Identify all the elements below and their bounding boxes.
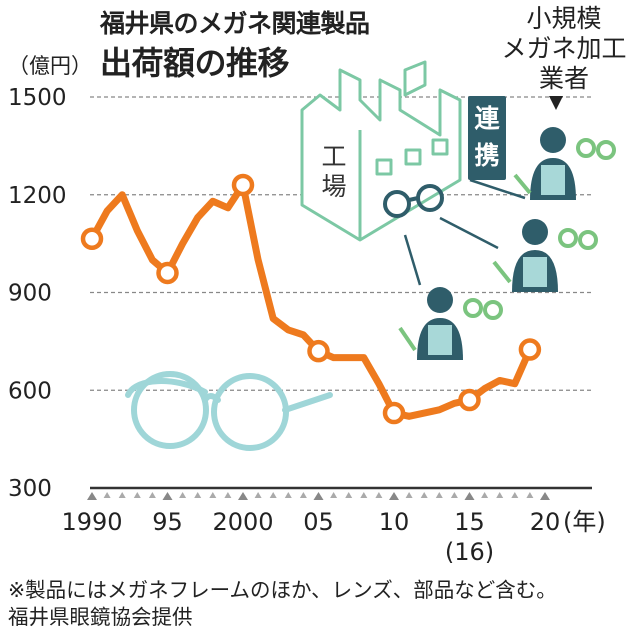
factory-label-char: 工 xyxy=(321,142,347,171)
x-tick-mark xyxy=(133,492,141,498)
factory-window xyxy=(375,158,393,176)
link-badge: 連 携 xyxy=(468,96,506,180)
arrow-factory-worker3 xyxy=(403,234,422,286)
x-tick-mark xyxy=(345,492,353,498)
footnote-source: 福井県眼鏡協会提供 xyxy=(8,605,193,629)
arrow-factory-worker1 xyxy=(469,178,526,200)
footnote: ※製品にはメガネフレームのほか、レンズ、部品など含む。 福井県眼鏡協会提供 xyxy=(8,577,557,631)
factory-label: 工 場 xyxy=(318,142,350,202)
x-tick-mark xyxy=(87,492,97,500)
x-tick-label: 05 xyxy=(303,508,334,536)
x-tick-label: 20 xyxy=(530,508,561,536)
small-makers-label: 小規模 メガネ加工 業者 xyxy=(498,4,630,94)
factory-window xyxy=(431,138,449,156)
footnote-note: ※製品にはメガネフレームのほか、レンズ、部品など含む。 xyxy=(8,578,557,602)
small-makers-line: メガネ加工 xyxy=(501,34,627,63)
x-tick-mark xyxy=(464,492,475,500)
x-tick-label: 15 xyxy=(454,508,485,536)
y-axis-unit: （億円） xyxy=(8,54,92,78)
x-tick-label: 2000 xyxy=(212,508,273,536)
worker-figure-2 xyxy=(492,219,598,292)
x-tick-mark xyxy=(540,492,550,500)
x-axis-labels: 1990 95 2000 05 10 15 20 (年) (16) xyxy=(61,508,605,566)
data-point-marker xyxy=(156,261,179,285)
x-tick-mark xyxy=(194,492,202,498)
glasses-illustration xyxy=(125,371,333,451)
series-layer xyxy=(80,173,542,425)
x-tick-mark xyxy=(148,492,156,498)
x-tick-mark xyxy=(179,492,187,498)
x-tick-mark xyxy=(330,492,338,498)
chart-title-line2: 出荷額の推移 xyxy=(100,44,290,82)
glasses-right-lens xyxy=(211,373,289,451)
x-tick-mark xyxy=(389,492,399,500)
x-tick-label: 95 xyxy=(152,508,183,536)
factory-body xyxy=(300,68,462,242)
y-tick-label: 300 xyxy=(8,476,52,502)
factory-illustration xyxy=(300,60,462,242)
glasses-bridge xyxy=(202,393,221,403)
x-tick-mark xyxy=(299,492,307,498)
x-tick-mark xyxy=(238,492,248,500)
data-point-marker xyxy=(231,173,255,197)
worker-figure-3 xyxy=(398,287,503,360)
x-axis-ticks xyxy=(87,492,550,500)
factory-label-char: 場 xyxy=(321,172,347,201)
x-sub-label: (16) xyxy=(445,538,494,566)
x-tick-mark xyxy=(420,492,428,498)
x-axis-unit: (年) xyxy=(563,508,606,536)
factory-glasses-icon xyxy=(383,184,444,218)
factory-window xyxy=(404,148,422,166)
factory-chimney xyxy=(403,60,427,97)
x-tick-mark xyxy=(209,492,217,498)
x-tick-mark xyxy=(375,492,383,498)
x-tick-mark xyxy=(405,492,413,498)
x-tick-mark xyxy=(511,492,519,498)
x-tick-mark xyxy=(224,492,232,498)
x-tick-mark xyxy=(162,492,173,500)
link-badge-char: 携 xyxy=(474,141,500,170)
x-tick-mark xyxy=(360,492,368,498)
x-tick-mark xyxy=(435,492,443,498)
x-tick-mark xyxy=(118,492,126,498)
y-tick-label: 900 xyxy=(8,281,52,307)
glasses-temple xyxy=(282,392,333,413)
x-tick-mark xyxy=(496,492,504,498)
x-tick-mark xyxy=(313,492,324,500)
x-tick-mark xyxy=(103,492,111,498)
data-point-marker xyxy=(458,388,481,412)
y-tick-label: 1500 xyxy=(8,85,67,111)
x-tick-mark xyxy=(254,492,262,498)
x-tick-mark xyxy=(450,492,458,498)
arrow-factory-worker2 xyxy=(439,216,499,250)
chart-title-line1: 福井県のメガネ関連製品 xyxy=(100,9,370,38)
pointer-triangle-icon xyxy=(549,96,563,110)
data-point-marker xyxy=(307,339,330,363)
data-point-marker xyxy=(382,401,406,425)
x-tick-mark xyxy=(526,492,534,498)
small-makers-line: 業者 xyxy=(538,64,589,93)
x-tick-label: 10 xyxy=(379,508,410,536)
worker-figure-1 xyxy=(513,127,616,200)
x-tick-mark xyxy=(481,492,489,498)
connection-arrows xyxy=(403,178,526,286)
gridlines xyxy=(90,96,592,490)
link-badge-char: 連 xyxy=(474,104,500,133)
small-makers-line: 小規模 xyxy=(526,4,602,33)
data-point-marker xyxy=(80,227,104,250)
x-tick-mark xyxy=(269,492,277,498)
x-tick-mark xyxy=(284,492,292,498)
glasses-left-lens xyxy=(131,371,209,449)
data-point-marker xyxy=(518,338,542,361)
y-axis-ticks: 300 600 900 1200 1500 xyxy=(8,85,67,502)
x-tick-label: 1990 xyxy=(61,508,122,536)
y-tick-label: 600 xyxy=(8,378,52,404)
y-tick-label: 1200 xyxy=(8,183,67,209)
